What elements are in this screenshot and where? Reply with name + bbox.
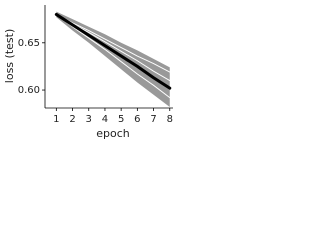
- line: [54, 12, 172, 90]
- line: [55, 13, 171, 99]
- x-tick-label: 6: [134, 114, 140, 125]
- x-tick-label: 2: [69, 114, 75, 125]
- x-tick-label: 5: [118, 114, 124, 125]
- line: [55, 13, 171, 73]
- x-tick-label: 1: [53, 114, 59, 125]
- x-axis-label: epoch: [96, 127, 130, 140]
- y-axis-label: loss (test): [3, 29, 16, 83]
- x-tick-label: 7: [150, 114, 156, 125]
- x-tick-label: 4: [102, 114, 108, 125]
- y-tick-label: 0.65: [18, 38, 40, 49]
- y-tick-label: 0.60: [18, 85, 40, 96]
- x-tick-label: 8: [167, 114, 173, 125]
- x-tick-label: 3: [86, 114, 92, 125]
- chart: epoch loss (test) 0.60 0.65 1 2 3 4 5 6 7 8: [3, 5, 173, 140]
